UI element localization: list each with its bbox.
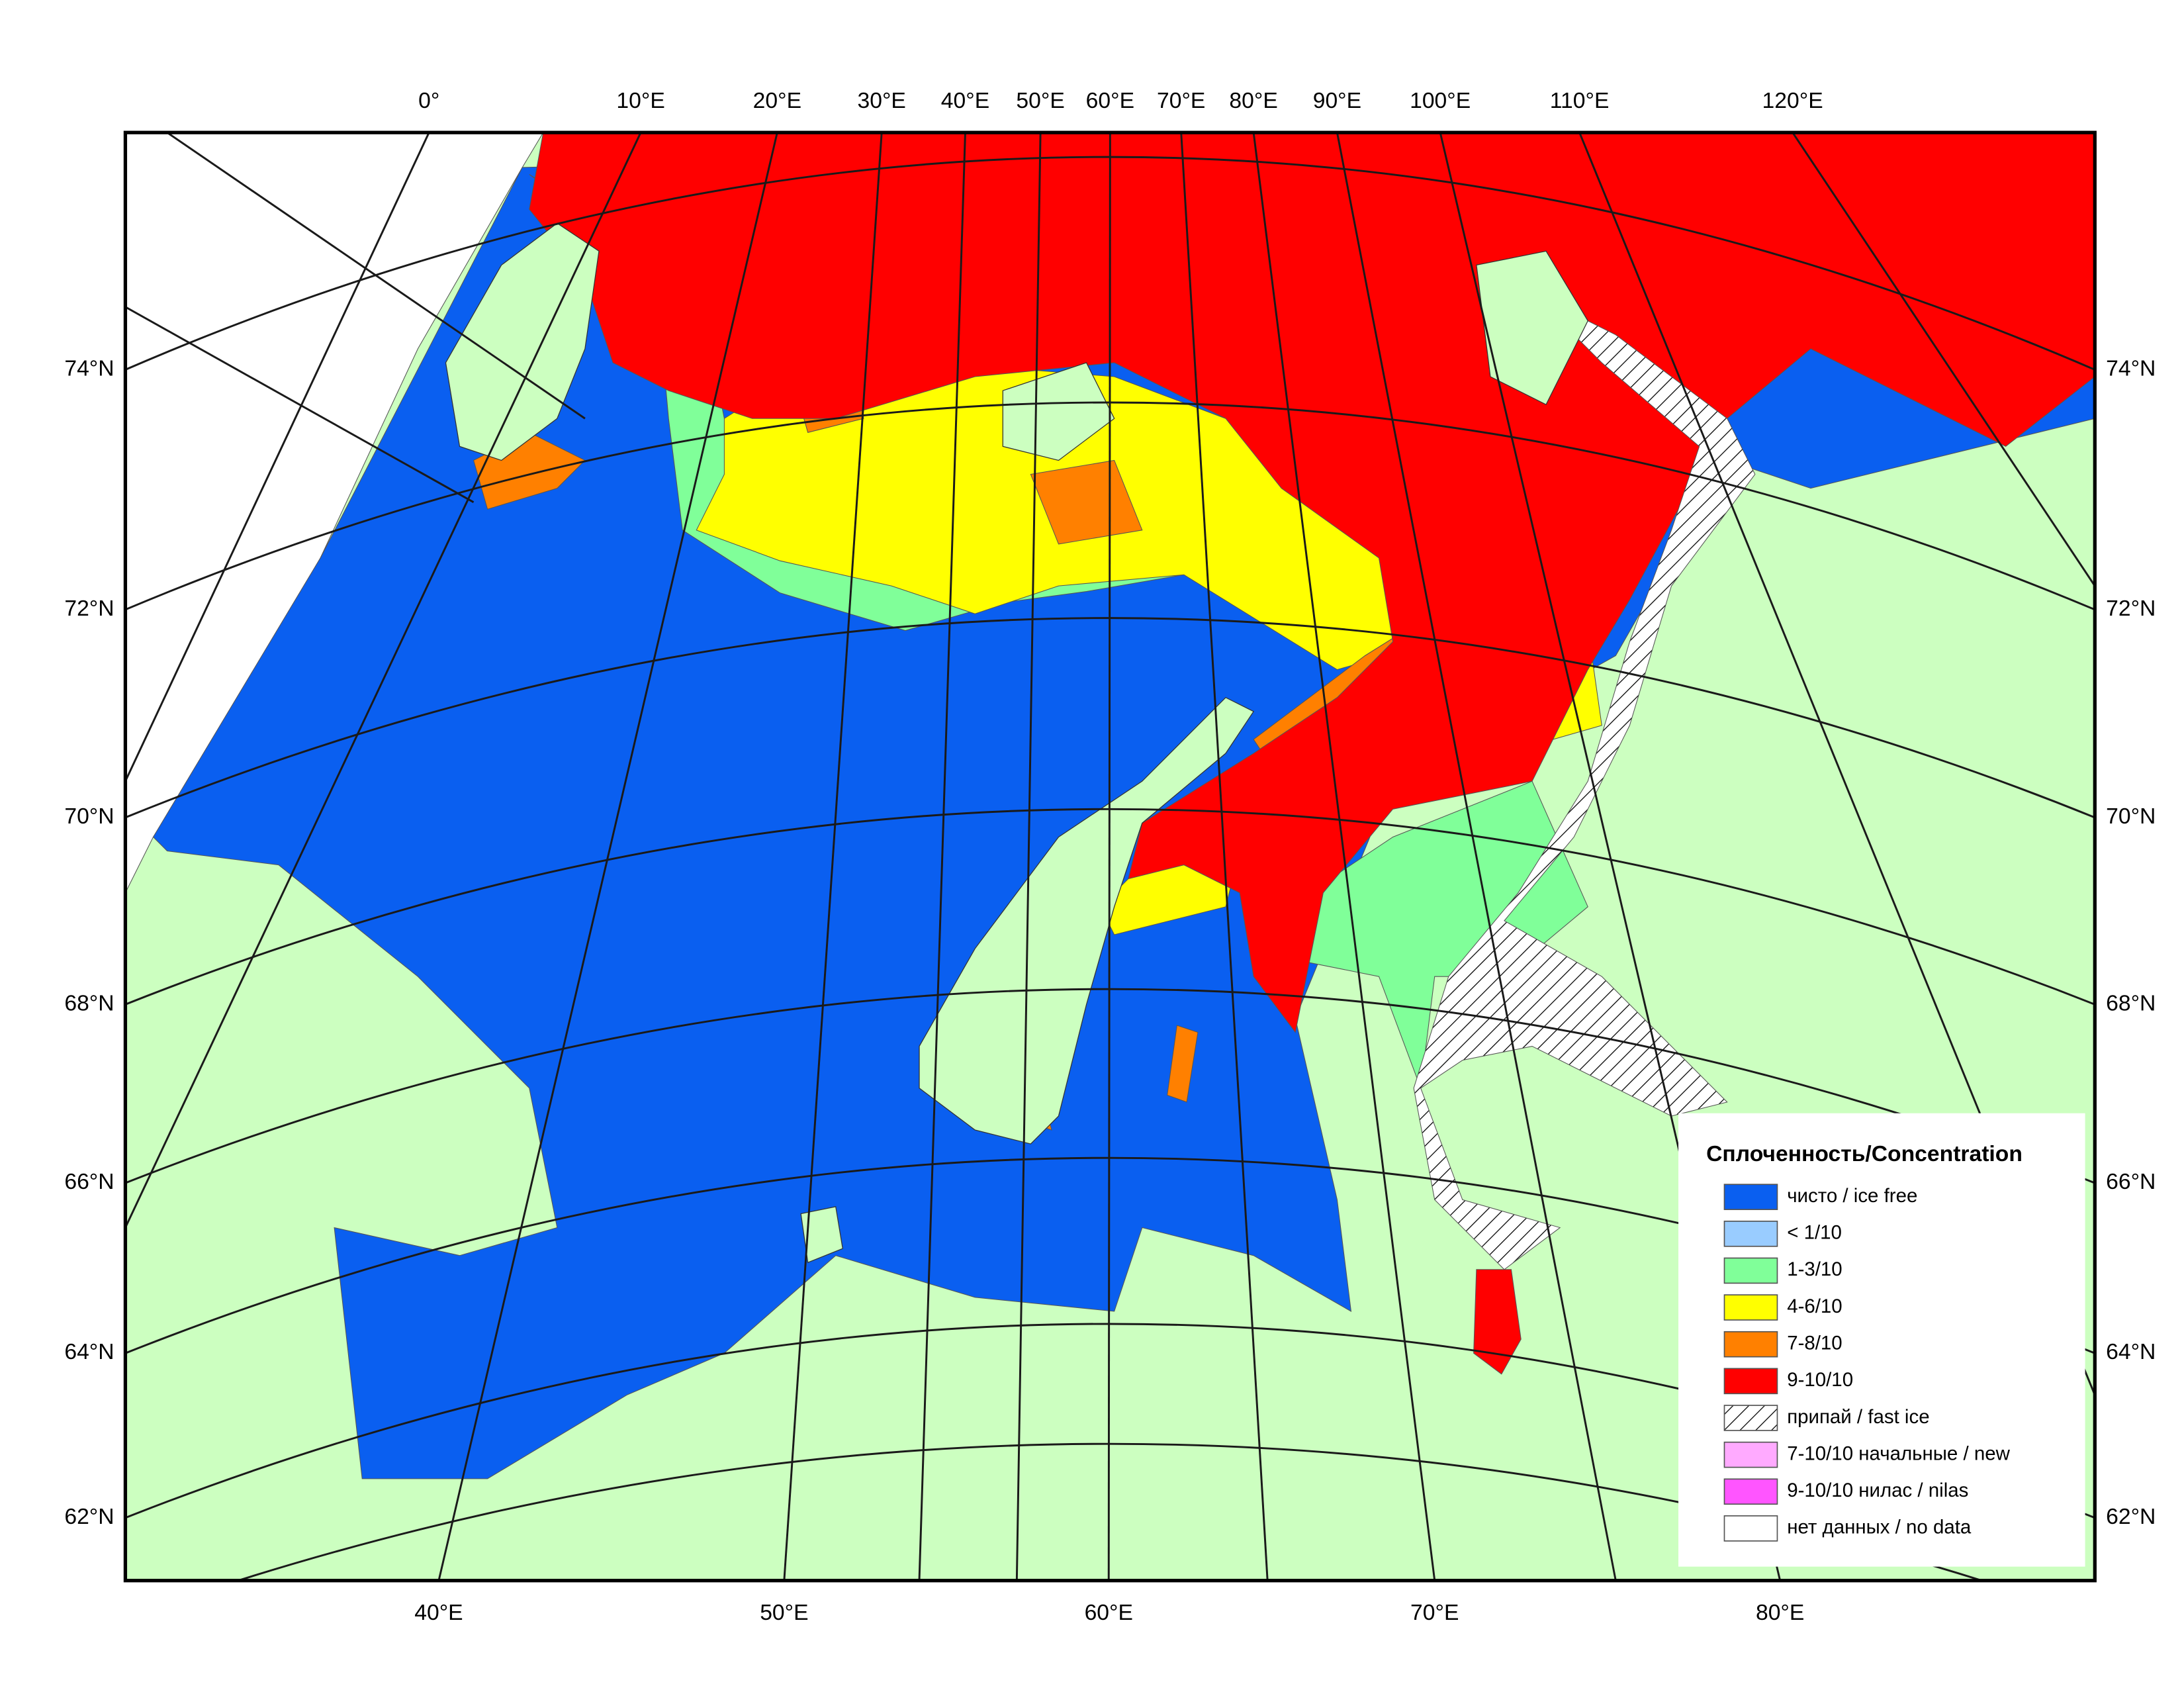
- left-latitude-label: 72°N: [64, 596, 114, 621]
- legend-swatch: [1723, 1331, 1778, 1358]
- bottom-longitude-label: 80°E: [1756, 1601, 1804, 1625]
- top-longitude-label: 60°E: [1086, 89, 1134, 113]
- legend-swatch: [1723, 1184, 1778, 1210]
- top-longitude-label: 0°: [418, 89, 439, 113]
- top-longitude-label: 20°E: [753, 89, 801, 113]
- right-latitude-label: 68°N: [2106, 991, 2156, 1015]
- top-longitude-label: 10°E: [616, 89, 664, 113]
- top-longitude-label: 90°E: [1313, 89, 1361, 113]
- right-latitude-label: 64°N: [2106, 1340, 2156, 1364]
- top-longitude-label: 70°E: [1157, 89, 1205, 113]
- left-latitude-label: 74°N: [64, 356, 114, 381]
- legend-label: нет данных / no data: [1787, 1517, 1972, 1538]
- top-longitude-label: 110°E: [1550, 89, 1610, 113]
- left-latitude-label: 62°N: [64, 1505, 114, 1529]
- right-latitude-label: 72°N: [2106, 596, 2156, 621]
- legend-title: Сплоченность/Concentration: [1706, 1142, 2023, 1166]
- legend-label: 7-10/10 начальные / new: [1787, 1442, 2010, 1464]
- legend-label: припай / fast ice: [1787, 1406, 1929, 1428]
- top-longitude-label: 40°E: [941, 89, 989, 113]
- bottom-longitude-label: 70°E: [1410, 1601, 1459, 1625]
- fast-ice: [1413, 293, 1756, 1270]
- map-frame: [123, 130, 2097, 1583]
- left-latitude-label: 64°N: [64, 1340, 114, 1364]
- left-latitude-label: 66°N: [64, 1170, 114, 1194]
- novaya-zemlya: [919, 696, 1255, 1145]
- legend-swatch: [1723, 1257, 1778, 1284]
- legend-swatch: [1723, 1515, 1778, 1542]
- legend-swatch: [1723, 1221, 1778, 1247]
- legend-swatch: [1723, 1478, 1778, 1505]
- ice-7-8: [1030, 459, 1143, 545]
- legend-label: < 1/10: [1787, 1222, 1842, 1244]
- left-latitude-label: 70°N: [64, 804, 114, 829]
- legend-swatch: [1723, 1441, 1778, 1468]
- legend-label: 9-10/10: [1787, 1369, 1853, 1391]
- kolguev: [800, 1206, 843, 1264]
- legend-swatch: [1723, 1294, 1778, 1321]
- legend: Сплоченность/Concentration чисто / ice f…: [1678, 1113, 2085, 1567]
- top-longitude-label: 30°E: [858, 89, 906, 113]
- legend-label: 7-8/10: [1787, 1332, 1843, 1354]
- map-body: [125, 132, 2095, 1581]
- ice-7-8: [1167, 1025, 1199, 1103]
- top-longitude-label: 120°E: [1762, 89, 1823, 113]
- severnaya-zemlya: [1476, 250, 1588, 406]
- bottom-longitude-label: 40°E: [414, 1601, 463, 1625]
- top-longitude-label: 80°E: [1229, 89, 1277, 113]
- coordinate-labels: 0° 10°E 20°E 30°E 40°E 50°E 60°E 70°E 80°E 90°E 10…: [64, 89, 2156, 1625]
- right-latitude-label: 74°N: [2106, 356, 2156, 381]
- legend-label: 9-10/10 нилас / nilas: [1787, 1479, 1968, 1501]
- top-longitude-label: 100°E: [1410, 89, 1471, 113]
- right-latitude-label: 66°N: [2106, 1170, 2156, 1194]
- legend-label: чисто / ice free: [1787, 1185, 1917, 1207]
- bottom-longitude-label: 50°E: [760, 1601, 808, 1625]
- right-latitude-label: 62°N: [2106, 1505, 2156, 1529]
- left-latitude-label: 68°N: [64, 991, 114, 1015]
- legend-label: 1-3/10: [1787, 1258, 1843, 1280]
- right-latitude-label: 70°N: [2106, 804, 2156, 829]
- top-longitude-label: 50°E: [1016, 89, 1064, 113]
- franz-josef-land: [1002, 362, 1115, 461]
- legend-swatch: [1723, 1368, 1778, 1395]
- legend-swatch: [1723, 1405, 1778, 1431]
- legend-label: 4-6/10: [1787, 1295, 1843, 1317]
- bottom-longitude-label: 60°E: [1085, 1601, 1133, 1625]
